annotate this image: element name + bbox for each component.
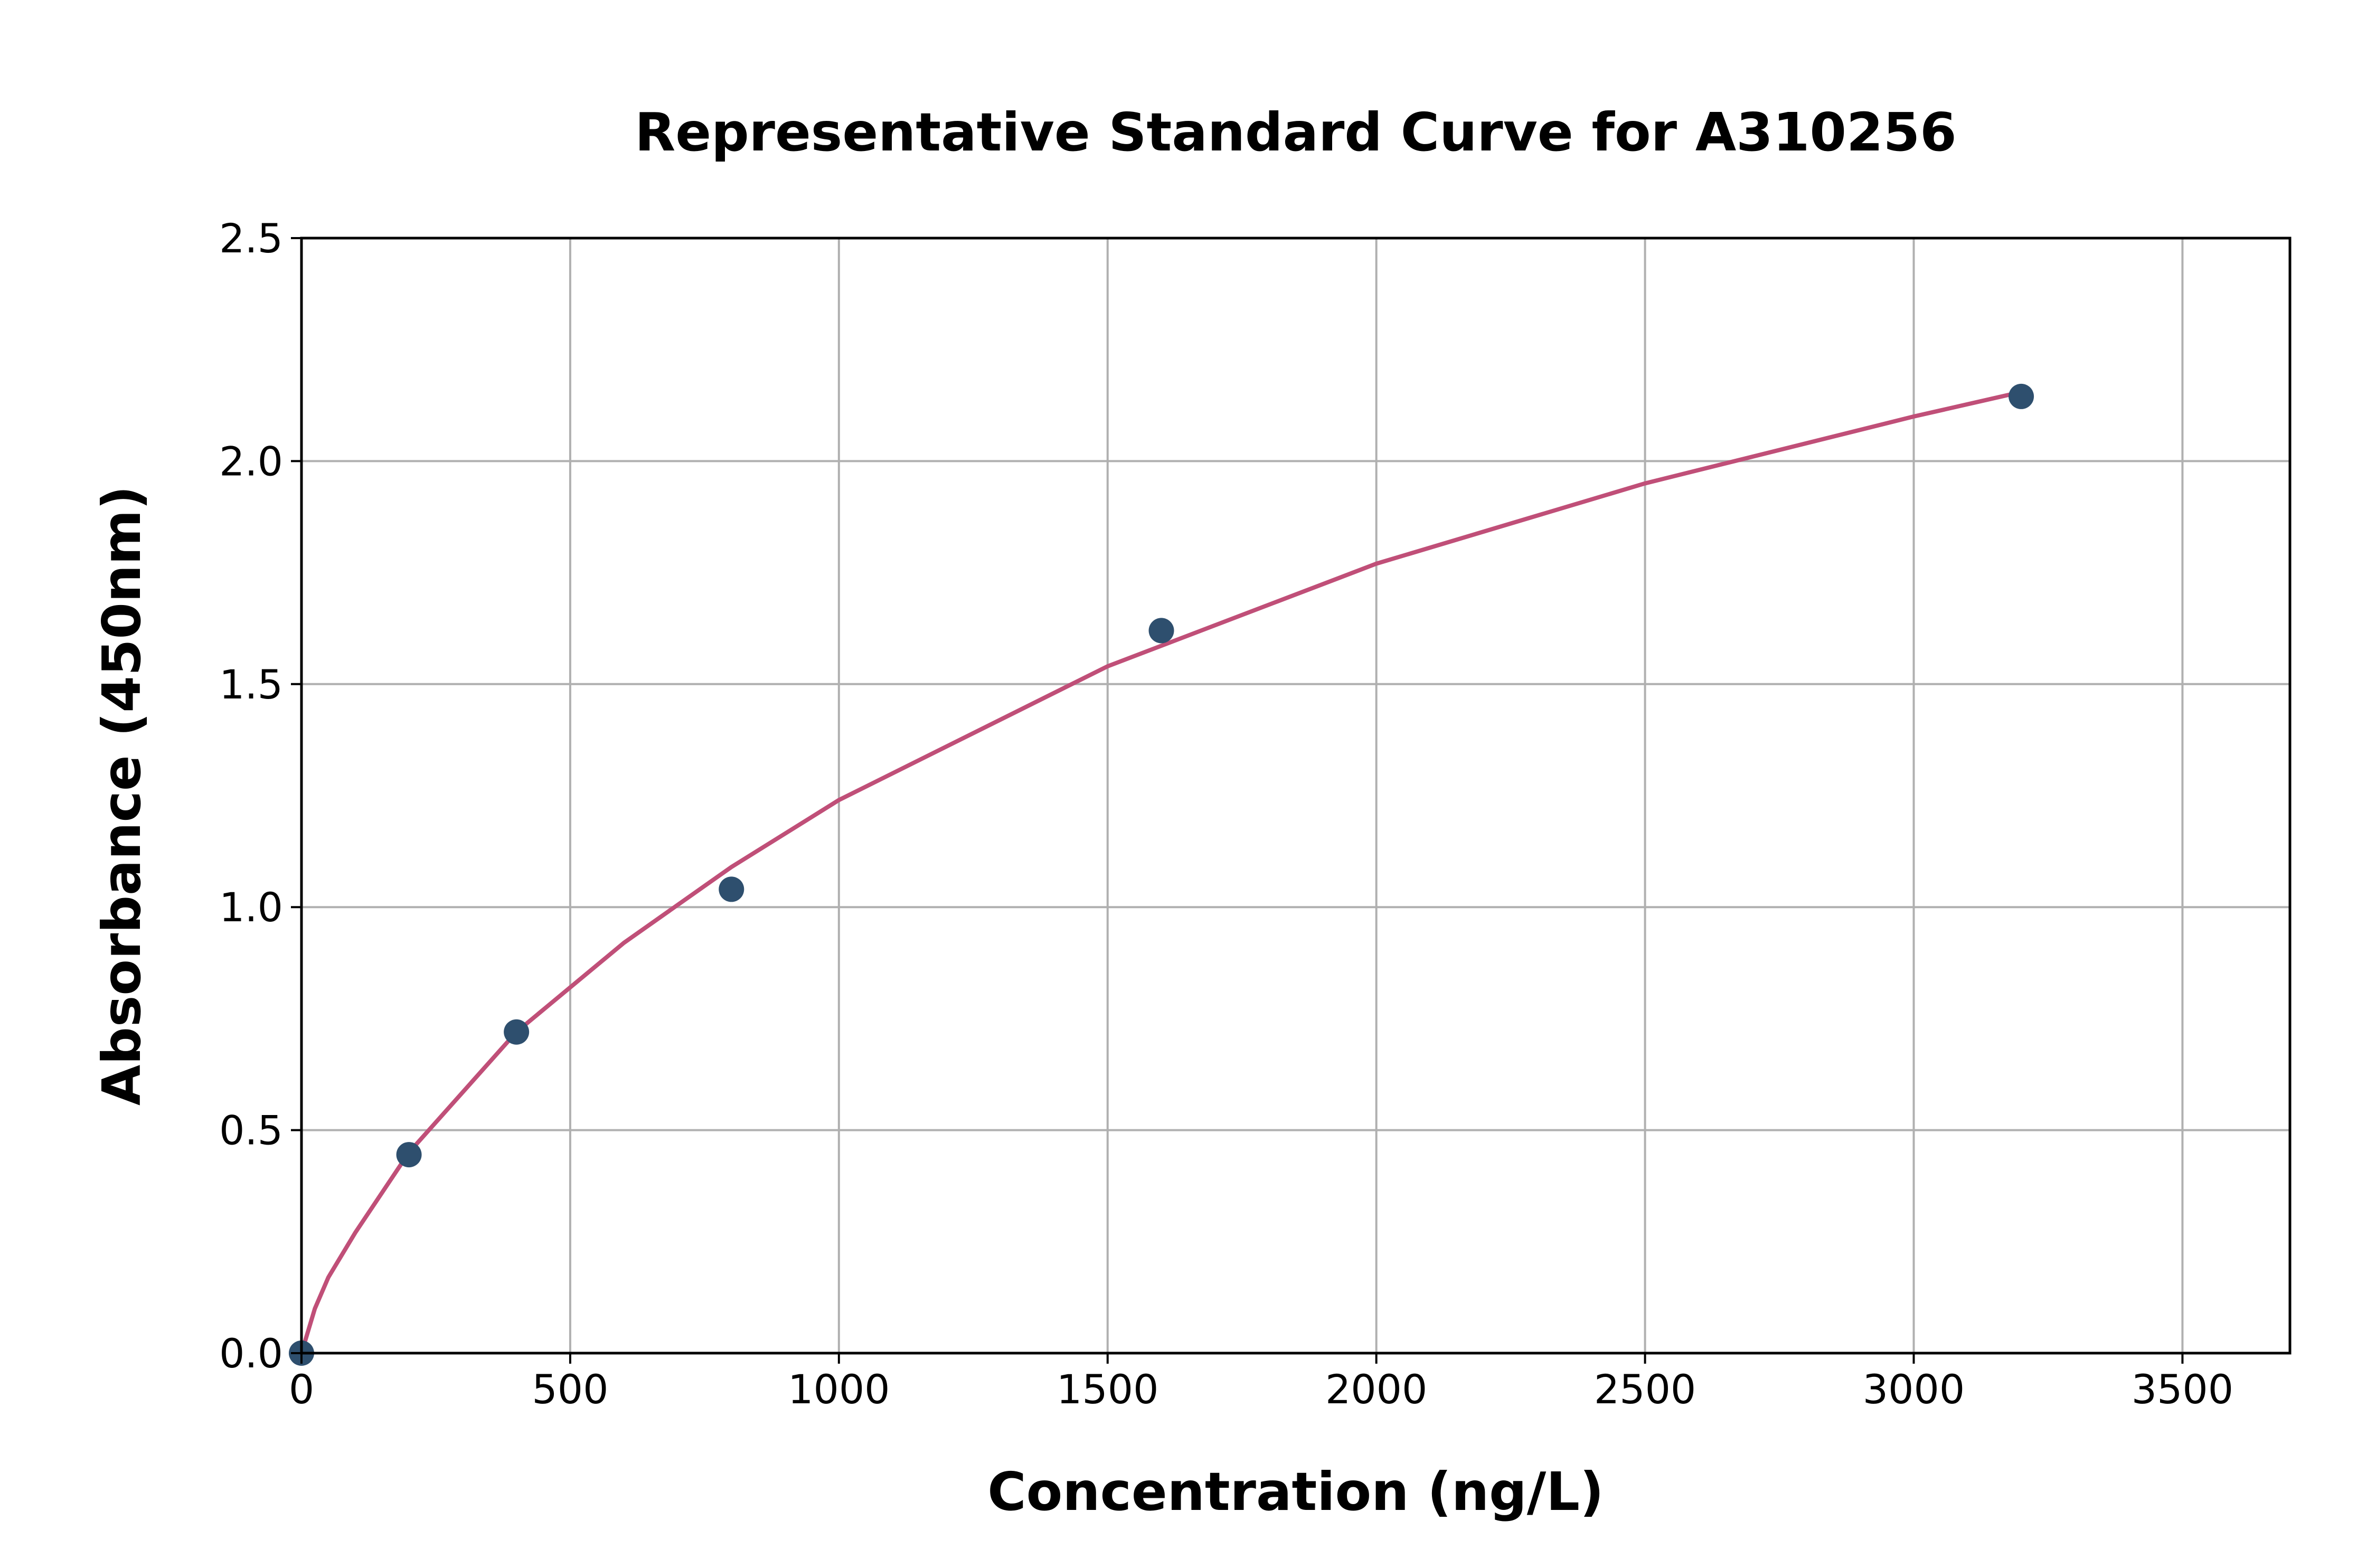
data-point (719, 876, 744, 902)
y-axis-label: Absorbance (450nm) (91, 486, 153, 1106)
x-tick-label: 3500 (2132, 1366, 2233, 1413)
y-tick-label: 1.5 (219, 661, 283, 708)
data-point (2009, 383, 2034, 409)
x-tick-label: 0 (289, 1366, 314, 1413)
y-tick-label: 0.5 (219, 1107, 283, 1154)
x-tick-label: 2000 (1325, 1366, 1427, 1413)
x-axis-label: Concentration (ng/L) (987, 1461, 1604, 1523)
plot-frame (300, 237, 2292, 1355)
x-tick-label: 2500 (1594, 1366, 1696, 1413)
y-tick-label: 1.0 (219, 884, 283, 931)
fit-curve (299, 390, 2022, 1354)
data-point (504, 1019, 530, 1045)
y-tick-label: 2.0 (219, 438, 283, 485)
y-tick-label: 2.5 (219, 215, 283, 262)
ticks: 0 500 1000 1500 2000 2500 3000 3500 0.0 0.5 1.0 1.5… (219, 215, 2233, 1413)
grid (300, 237, 2290, 1354)
y-tick-label: 0.0 (219, 1330, 283, 1377)
data-point (1148, 618, 1174, 644)
x-tick-label: 3000 (1863, 1366, 1965, 1413)
data-point (396, 1142, 422, 1168)
data-points (289, 383, 2034, 1366)
x-tick-label: 1000 (788, 1366, 890, 1413)
x-tick-label: 1500 (1057, 1366, 1158, 1413)
chart-title: Representative Standard Curve for A31025… (635, 101, 1956, 163)
x-tick-label: 500 (532, 1366, 608, 1413)
